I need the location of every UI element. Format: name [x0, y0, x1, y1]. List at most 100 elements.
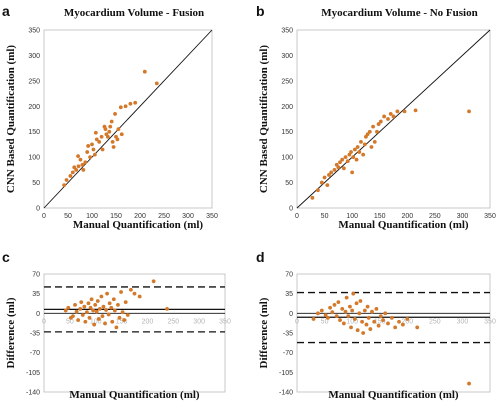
- x-tick-label-d: 200: [401, 318, 413, 325]
- x-axis-label-c: Manual Quantification (ml): [69, 389, 200, 401]
- y-tick-label-b: 100: [281, 155, 293, 162]
- data-point: [365, 304, 370, 309]
- data-point: [81, 167, 86, 172]
- x-tick-label-a: 50: [64, 213, 72, 220]
- data-point: [117, 315, 122, 320]
- x-axis-label-d: Manual Quantification (ml): [328, 389, 459, 401]
- data-point: [376, 323, 381, 328]
- data-point: [322, 175, 327, 180]
- x-axis-label-a: Manual Quantification (ml): [73, 219, 204, 231]
- x-tick-label-c: 50: [66, 318, 74, 325]
- data-point: [100, 147, 105, 152]
- y-axis-label-a: CNN Based Quantification (ml): [5, 45, 17, 194]
- data-point: [344, 295, 349, 300]
- data-point: [402, 109, 407, 114]
- y-tick-label-d: -70: [283, 350, 293, 357]
- x-tick-label-d: 150: [374, 318, 386, 325]
- data-point: [349, 325, 353, 330]
- data-point: [340, 157, 345, 162]
- y-axis-label-d: Difference (ml): [258, 297, 270, 368]
- data-point: [83, 319, 88, 324]
- data-point: [341, 166, 346, 171]
- data-point: [83, 160, 88, 165]
- y-tick-label-b: 250: [281, 78, 293, 85]
- data-point: [90, 142, 94, 147]
- data-point: [97, 306, 102, 311]
- data-point: [413, 108, 418, 113]
- data-point: [107, 129, 112, 134]
- data-point: [375, 129, 379, 134]
- data-point: [386, 117, 390, 121]
- x-tick-label-c: 0: [42, 318, 46, 325]
- data-point: [351, 155, 356, 160]
- plot-frame-c: [43, 273, 226, 393]
- y-tick-label-c: -35: [30, 331, 40, 338]
- data-point: [106, 312, 111, 317]
- data-point: [328, 305, 332, 310]
- data-point: [88, 305, 93, 310]
- data-point: [357, 150, 362, 154]
- data-point: [365, 132, 370, 137]
- data-point: [132, 291, 137, 296]
- data-point: [351, 291, 356, 296]
- data-point: [378, 314, 383, 319]
- data-point: [91, 308, 96, 313]
- data-point: [395, 109, 400, 114]
- y-axis-label-c: Difference (ml): [5, 297, 17, 368]
- y-tick-label-b: 350: [281, 28, 293, 35]
- x-tick-label-a: 100: [86, 213, 98, 220]
- data-point: [91, 147, 96, 152]
- data-point: [361, 152, 366, 157]
- data-point: [334, 314, 339, 319]
- data-point: [336, 300, 341, 304]
- data-point: [319, 308, 324, 313]
- data-point: [346, 314, 351, 319]
- data-point: [391, 114, 396, 119]
- data-point: [338, 318, 342, 322]
- data-point: [323, 313, 328, 317]
- data-point: [113, 112, 117, 116]
- data-point: [72, 165, 77, 170]
- data-point: [82, 304, 87, 309]
- data-point: [327, 173, 331, 177]
- panel-letter-b: b: [256, 3, 265, 19]
- x-tick-label-b: 100: [346, 213, 358, 220]
- x-tick-label-b: 200: [401, 213, 413, 220]
- data-point: [311, 317, 316, 321]
- x-tick-label-c: 100: [90, 318, 102, 325]
- data-point: [110, 139, 115, 144]
- data-point: [383, 311, 388, 316]
- data-point: [376, 122, 381, 126]
- data-point: [111, 297, 116, 302]
- y-tick-label-a: 0: [36, 206, 40, 213]
- y-tick-label-c: -140: [26, 390, 40, 397]
- y-tick-label-d: 70: [285, 272, 293, 279]
- data-point: [382, 114, 387, 119]
- data-point: [97, 139, 102, 144]
- data-point: [80, 162, 85, 167]
- data-point: [101, 304, 106, 309]
- data-point: [325, 183, 330, 188]
- data-point: [74, 309, 79, 314]
- x-tick-label-b: 300: [457, 213, 469, 220]
- data-point: [368, 327, 373, 331]
- data-point: [87, 315, 92, 320]
- data-point: [319, 180, 324, 185]
- data-point: [343, 155, 348, 160]
- data-point: [86, 144, 91, 148]
- data-point: [364, 322, 369, 327]
- data-point: [112, 308, 117, 313]
- data-point: [329, 170, 334, 175]
- data-point: [122, 318, 127, 322]
- data-point: [120, 310, 125, 315]
- x-tick-label-b: 250: [429, 213, 441, 220]
- data-point: [103, 321, 107, 326]
- data-point: [354, 157, 359, 162]
- data-point: [96, 317, 101, 321]
- y-tick-label-c: 70: [32, 272, 40, 279]
- y-axis-label-b: CNN Based Quantification (ml): [258, 45, 270, 194]
- x-tick-label-b: 150: [374, 213, 386, 220]
- data-point: [70, 170, 75, 175]
- x-tick-label-d: 50: [321, 318, 329, 325]
